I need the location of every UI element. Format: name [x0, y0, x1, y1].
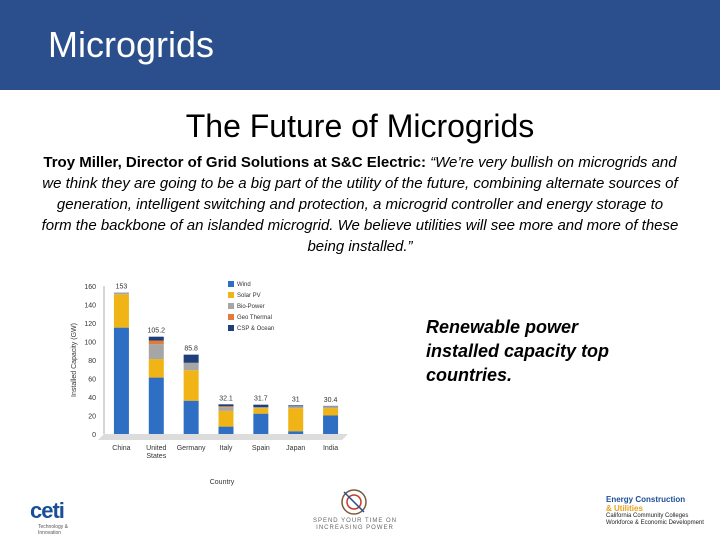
- bar-segment: [253, 404, 269, 408]
- bar-segment: [323, 408, 339, 416]
- bar-segment: [323, 415, 339, 434]
- capacity-chart: 0 20 40 60 80 100 120 140 160 Installed Capacity …: [71, 281, 348, 486]
- legend-swatch: [228, 303, 234, 309]
- bar-segment: [148, 336, 164, 341]
- quote-paragraph: Troy Miller, Director of Grid Solutions …: [40, 152, 680, 257]
- bar-segment: [218, 406, 234, 408]
- bar-total-label: 30.4: [324, 397, 338, 404]
- ceti-logo-subtext: Technology & Innovation: [38, 524, 69, 536]
- bar-segment: [253, 408, 269, 414]
- legend-label: Solar PV: [237, 293, 261, 299]
- bar-segment: [148, 344, 164, 360]
- chart-floor: [98, 434, 348, 440]
- bar-segment: [148, 340, 164, 345]
- x-tick-label: States: [146, 453, 166, 460]
- legend-swatch: [228, 292, 234, 298]
- x-tick-label: United: [146, 445, 166, 452]
- chart-caption: Renewable power installed capacity top c…: [426, 317, 610, 385]
- y-tick-label: 160: [84, 284, 96, 291]
- bar-segment: [148, 359, 164, 378]
- bar-total-label: 85.8: [184, 346, 198, 353]
- bar-segment: [183, 400, 199, 434]
- bar-segment: [288, 405, 304, 407]
- ecu-logo-line4: Workforce & Economic Development: [606, 520, 704, 526]
- slide-subtitle: The Future of Microgrids: [185, 108, 535, 144]
- bar-segment: [253, 413, 269, 434]
- x-tick-label: China: [112, 445, 130, 452]
- x-tick-label: Italy: [220, 445, 233, 452]
- y-tick-label: 0: [92, 432, 96, 439]
- x-axis-label: Country: [210, 479, 235, 486]
- legend-swatch: [228, 325, 234, 331]
- bar-segment: [148, 377, 164, 434]
- legend-label: CSP & Ocean: [237, 326, 274, 332]
- y-tick-label: 60: [88, 377, 96, 384]
- bar-total-label: 32.1: [219, 395, 233, 402]
- seal-logo-icon: [341, 489, 367, 515]
- x-tick-label: Japan: [286, 445, 305, 452]
- ceti-logo-text: ceti: [30, 498, 65, 523]
- quote-speaker: Troy Miller, Director of Grid Solutions …: [43, 154, 426, 171]
- band-logo-text: SPEND YOUR TIME ON INCREASING POWER: [312, 518, 398, 531]
- bar-segment: [288, 431, 304, 434]
- legend-label: Wind: [237, 282, 251, 288]
- quote-text: “We’re very bullish on microgrids and we…: [41, 154, 679, 255]
- ecu-logo-line3: California Community Colleges: [606, 513, 689, 519]
- x-tick-label: India: [323, 445, 338, 452]
- slide-header: Microgrids: [0, 0, 720, 90]
- y-tick-label: 20: [88, 414, 96, 421]
- y-tick-label: 100: [84, 340, 96, 347]
- y-axis-label: Installed Capacity (GW): [71, 323, 78, 397]
- bar-segment: [218, 410, 234, 427]
- bar-segment: [288, 406, 304, 409]
- ecu-logo: Energy Construction & Utilities Californ…: [606, 495, 716, 527]
- y-tick-label: 40: [88, 395, 96, 402]
- bar-segment: [253, 407, 269, 409]
- bar-segment: [218, 407, 234, 411]
- bar-segment: [183, 354, 199, 363]
- x-tick-label: Germany: [177, 445, 206, 452]
- legend-swatch: [228, 314, 234, 320]
- bar-segment: [113, 294, 129, 328]
- bar-segment: [323, 406, 339, 409]
- bar-segment: [183, 370, 199, 401]
- ceti-logo: ceti Technology & Innovation: [24, 496, 84, 536]
- y-tick-label: 140: [84, 303, 96, 310]
- legend-label: Bio-Power: [237, 304, 265, 310]
- bar-segment: [183, 362, 199, 371]
- header-title: Microgrids: [48, 24, 215, 65]
- legend-swatch: [228, 281, 234, 287]
- bar-segment: [288, 408, 304, 432]
- x-tick-label: Spain: [252, 445, 270, 452]
- y-tick-label: 120: [84, 321, 96, 328]
- legend-label: Geo Thermal: [237, 315, 272, 321]
- y-tick-label: 80: [88, 358, 96, 365]
- bar-total-label: 31.7: [254, 396, 268, 403]
- bar-total-label: 153: [116, 283, 128, 290]
- bar-segment: [113, 292, 129, 295]
- bar-segment: [113, 327, 129, 434]
- ecu-logo-line1: Energy Construction: [606, 495, 686, 504]
- bar-total-label: 105.2: [148, 328, 166, 335]
- bar-segment: [218, 404, 234, 407]
- bar-total-label: 31: [292, 396, 300, 403]
- ecu-logo-line2: & Utilities: [606, 504, 643, 513]
- bar-segment: [218, 426, 234, 434]
